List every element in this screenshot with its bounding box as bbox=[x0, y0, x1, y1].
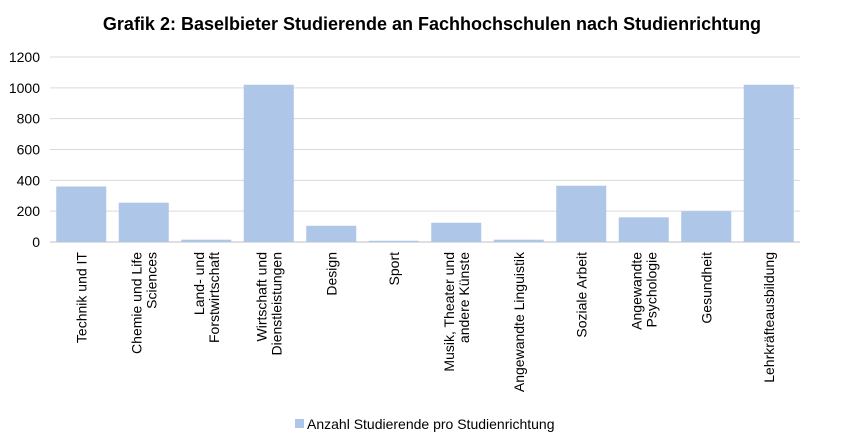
bar bbox=[556, 185, 607, 242]
bar bbox=[56, 186, 107, 242]
x-tick-label: Wirtschaft und bbox=[253, 252, 269, 341]
x-axis: Technik und IT Chemie und Life Sciences Lan… bbox=[73, 251, 777, 392]
x-tick-label: Dienstleistungen bbox=[268, 252, 284, 356]
x-tick-label-group: Angewandte Linguistik bbox=[511, 251, 527, 392]
y-tick-label: 0 bbox=[32, 234, 40, 250]
x-tick-label: Soziale Arbeit bbox=[573, 252, 589, 338]
x-tick-label: Angewandte bbox=[628, 252, 644, 330]
x-tick-label-group: Land- und Forstwirtschaft bbox=[191, 252, 222, 343]
legend-label: Anzahl Studierende pro Studienrichtung bbox=[307, 416, 555, 432]
x-tick-label-group: Gesundheit bbox=[698, 252, 714, 324]
y-tick-label: 1000 bbox=[9, 80, 40, 96]
x-tick-label-group: Design bbox=[323, 252, 339, 296]
bar bbox=[681, 211, 732, 242]
bar bbox=[618, 217, 669, 242]
x-tick-label-group: Soziale Arbeit bbox=[573, 252, 589, 338]
bar bbox=[181, 239, 232, 242]
bar bbox=[431, 222, 482, 242]
x-tick-label-group: Sport bbox=[386, 252, 402, 286]
x-tick-label-group: Lehrkräfteausbildung bbox=[761, 252, 777, 383]
chart-title: Grafik 2: Baselbieter Studierende an Fac… bbox=[102, 14, 762, 34]
x-tick-label: Angewandte Linguistik bbox=[511, 251, 527, 392]
y-tick-label: 1200 bbox=[9, 49, 40, 65]
bar bbox=[118, 202, 169, 242]
x-tick-label: Forstwirtschaft bbox=[206, 252, 222, 343]
x-tick-label-group: Technik und IT bbox=[73, 252, 89, 343]
x-tick-label: Land- und bbox=[191, 252, 207, 315]
bar bbox=[306, 225, 357, 242]
x-tick-label: Gesundheit bbox=[698, 252, 714, 324]
x-tick-label: Lehrkräfteausbildung bbox=[761, 252, 777, 383]
legend: Anzahl Studierende pro Studienrichtung bbox=[295, 416, 555, 432]
y-tick-label: 800 bbox=[17, 111, 41, 127]
x-tick-label-group: Wirtschaft und Dienstleistungen bbox=[253, 252, 284, 356]
x-tick-label: Musik, Theater und bbox=[441, 252, 457, 372]
bar bbox=[743, 84, 794, 242]
bar bbox=[493, 239, 544, 242]
y-tick-label: 400 bbox=[17, 172, 41, 188]
y-tick-label: 200 bbox=[17, 203, 41, 219]
x-tick-label-group: Angewandte Psychologie bbox=[628, 252, 659, 330]
x-tick-label-group: Musik, Theater und andere Künste bbox=[441, 252, 472, 372]
x-tick-label: Psychologie bbox=[643, 252, 659, 328]
x-tick-label: Sport bbox=[386, 252, 402, 286]
x-tick-label-group: Chemie und Life Sciences bbox=[128, 252, 159, 354]
x-tick-label: Technik und IT bbox=[73, 252, 89, 343]
bars bbox=[56, 84, 794, 242]
x-tick-label: Sciences bbox=[143, 252, 159, 309]
y-tick-label: 600 bbox=[17, 142, 41, 158]
x-tick-label: andere Künste bbox=[456, 252, 472, 343]
legend-swatch bbox=[295, 419, 304, 428]
gridlines bbox=[50, 56, 800, 243]
bar bbox=[368, 240, 419, 242]
y-axis: 0 200 400 600 800 1000 1200 bbox=[9, 49, 40, 250]
x-tick-label: Chemie und Life bbox=[128, 252, 144, 354]
bar bbox=[243, 84, 294, 242]
x-tick-label: Design bbox=[323, 252, 339, 296]
